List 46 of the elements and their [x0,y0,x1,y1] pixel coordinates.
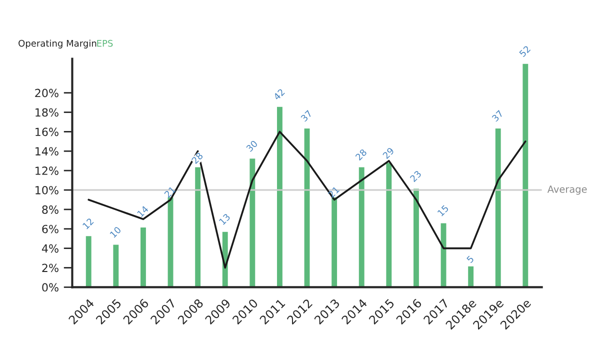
bar [248,157,257,288]
data-label: 21 [164,186,176,198]
bar [276,106,284,288]
y-axis-title: Operating Margin [18,40,96,48]
bar [384,162,394,288]
y-tick-label: 18% [36,108,58,117]
bar [330,196,338,288]
bar [166,196,175,288]
bar [84,234,93,288]
data-label: 14 [136,205,149,218]
y-tick-label: 4% [42,244,58,253]
data-label: 10 [110,226,122,238]
data-label: 42 [272,88,285,100]
data-label: 23 [410,170,422,182]
data-label: 21 [328,186,340,198]
ref-line-label: Average [547,186,587,195]
data-label: 12 [82,218,94,230]
data-label: 15 [437,204,449,216]
y-tick-label: 20% [35,88,58,98]
data-label: 28 [355,148,368,161]
bar [494,127,502,288]
y-tick-label: 6% [42,224,58,234]
bar [439,222,448,288]
data-label: 5 [466,255,474,264]
data-label: 13 [218,213,231,226]
bar [302,127,312,288]
data-label: 28 [191,152,204,164]
y2-axis-title: EPS [97,40,113,47]
bar [521,62,530,288]
bar [358,166,366,288]
data-label: 37 [492,110,504,122]
y-tick-label: 2% [42,264,58,272]
bar [112,243,120,288]
data-label: 30 [246,140,258,152]
data-label: 37 [300,110,312,122]
data-label: 52 [518,45,531,58]
y-tick-label: 14% [36,147,58,156]
y-tick-label: 12% [36,166,58,175]
bar [139,226,148,288]
y-tick-label: 10% [36,186,58,194]
y-tick-label: 16% [36,128,58,136]
data-label: 29 [382,147,394,160]
y-tick-label: 0% [42,283,58,292]
bar [412,187,420,288]
bar [466,264,475,288]
y-tick-label: 8% [42,205,58,214]
